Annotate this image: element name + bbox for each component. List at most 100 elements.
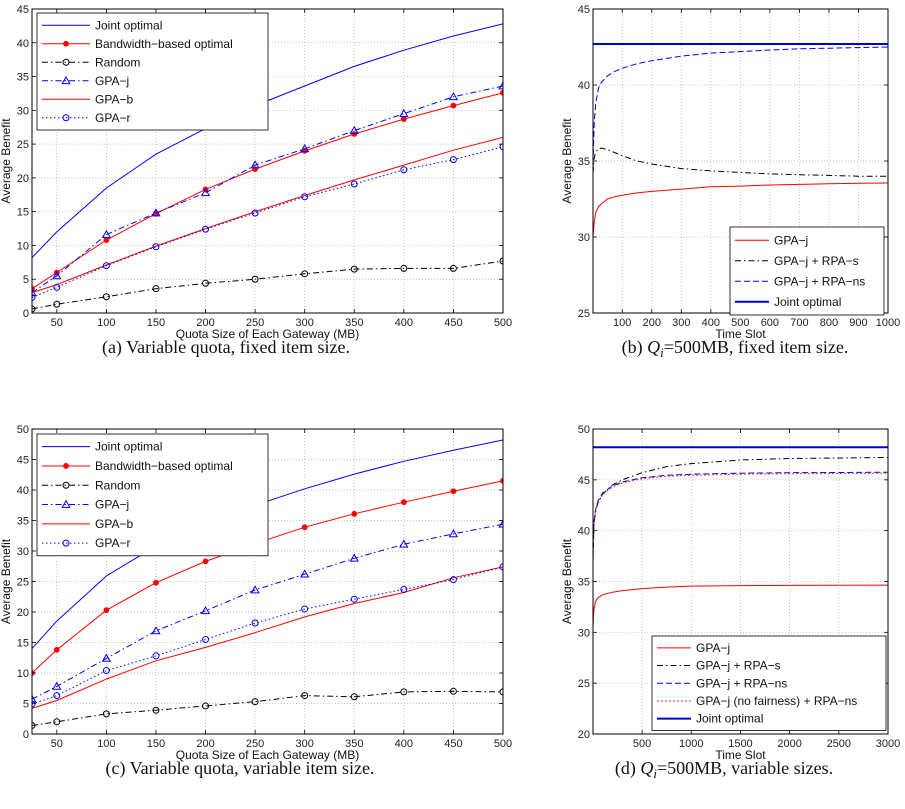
y-tick-label: 10 [17,240,29,252]
data-point [400,499,407,506]
y-tick-label: 40 [17,38,29,50]
data-point [52,681,62,690]
x-tick-label: 400 [395,317,413,329]
y-tick-label: 45 [17,455,29,467]
x-axis-label: Quota Size of Each Gateway (MB) [176,748,359,762]
data-point [449,264,457,272]
y-axis-label: Average Benefit [560,538,574,624]
x-tick-label: 100 [97,738,115,750]
data-point [399,108,409,118]
legend-label: GPA−j [774,233,808,247]
data-point [202,279,210,287]
x-tick-label: 350 [345,738,363,750]
data-point [153,579,159,586]
data-point [400,166,408,174]
x-tick-label: 1000 [679,738,703,750]
y-tick-label: 25 [578,678,590,690]
legend-label: GPA−b [95,517,133,531]
x-tick-label: 1500 [728,738,752,750]
x-tick-label: 700 [790,317,808,329]
data-point [250,585,260,594]
legend: GPA−j GPA−j + RPA−s GPA−j + RPA−ns Joint op… [729,226,885,316]
data-point [351,131,358,137]
legend-marker [62,58,70,66]
data-point [152,285,160,293]
legend-label: Random [95,55,140,69]
legend-marker [62,539,70,547]
data-point [200,605,211,615]
data-point [250,160,260,169]
y-tick-label: 15 [17,207,29,219]
y-tick-label: 25 [578,308,590,320]
x-tick-label: 200 [196,317,214,329]
data-point [202,635,210,643]
legend-label: GPA−j + RPA−ns [696,676,787,690]
data-point [301,524,308,531]
x-tick-label: 200 [643,317,661,329]
series-line-4 [32,85,503,294]
x-tick-label: 2500 [827,738,851,750]
data-point [53,692,61,700]
y-tick-label: 40 [578,526,590,538]
x-tick-label: 3000 [876,738,900,750]
legend-marker [61,75,71,85]
series-line-5 [32,136,503,294]
data-point [499,688,503,696]
legend-marker [61,499,71,508]
x-tick-label: 900 [849,317,867,329]
data-point [400,264,408,272]
legend-label: GPA−j [95,74,129,88]
x-tick-label: 2000 [777,738,801,750]
legend-label: Joint optimal [95,440,162,454]
data-point [101,229,112,238]
data-point [202,558,209,565]
data-point [251,275,259,283]
chart-panel-3: 50 100 150 200 250 300 350 400 450 500 0 5 10 15 20 25 3… [0,424,512,779]
y-tick-label: 20 [17,173,29,185]
x-axis-label: Time Slot [715,327,766,341]
x-tick-label: 400 [395,738,413,750]
series-line-3 [593,46,888,165]
y-tick-label: 30 [578,232,590,244]
data-point [350,595,358,603]
data-point [400,585,408,593]
data-point [301,692,309,700]
data-point [449,576,457,584]
x-tick-label: 600 [761,317,779,329]
x-tick-label: 250 [246,317,264,329]
x-tick-label: 500 [731,317,749,329]
data-point [349,553,359,562]
y-axis-label: Average Benefit [0,538,13,624]
x-tick-label: 100 [97,317,115,329]
x-tick-label: 800 [820,317,838,329]
legend-label: GPA−j [696,641,730,655]
legend: GPA−j GPA−j + RPA−s GPA−j + RPA−ns GPA−j (n… [651,635,887,731]
y-axis-label: Average Benefit [560,118,574,204]
y-tick-label: 25 [17,139,29,151]
data-point [399,539,409,548]
series-group [593,446,888,628]
x-tick-label: 300 [296,317,314,329]
data-point [300,569,310,578]
x-tick-label: 350 [345,317,363,329]
series-line-3 [593,471,888,559]
y-tick-label: 35 [17,72,29,84]
series-group [32,439,503,729]
legend-label: GPA−b [95,92,133,106]
y-tick-label: 15 [17,638,29,650]
y-tick-label: 45 [578,475,590,487]
figure-caption: (a) Variable quota, fixed item size. [102,337,350,358]
series-line-4 [593,472,888,560]
x-tick-label: 250 [246,738,264,750]
data-point [351,510,358,517]
x-tick-label: 100 [613,317,631,329]
data-point [102,293,110,301]
data-point [350,180,358,188]
legend-label: GPA−j + RPA−s [774,254,859,268]
x-tick-label: 450 [444,317,462,329]
data-point [449,156,457,164]
x-tick-label: 300 [296,738,314,750]
data-point [450,488,457,495]
data-point [53,300,61,308]
x-tick-label: 400 [702,317,720,329]
